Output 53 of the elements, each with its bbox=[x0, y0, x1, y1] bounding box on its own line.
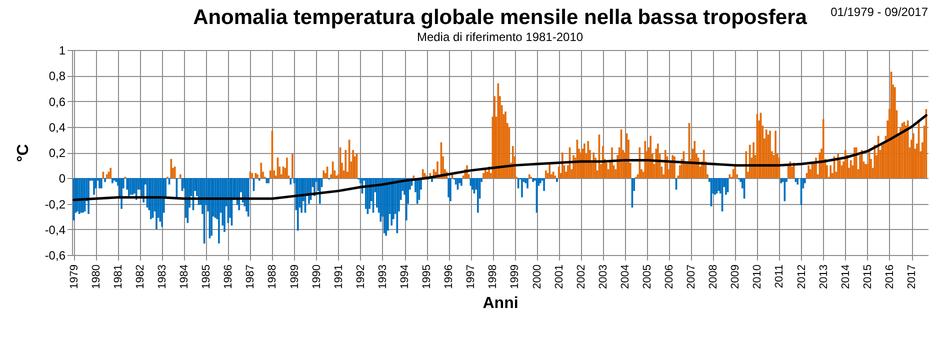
x-tick-label: 1995 bbox=[421, 264, 434, 289]
x-tick-label: 2015 bbox=[862, 264, 874, 289]
x-tick-label: 2017 bbox=[906, 264, 918, 289]
x-tick-label: 2005 bbox=[642, 264, 654, 289]
x-tick-label: 1999 bbox=[509, 264, 522, 289]
x-tick-label: 2012 bbox=[796, 264, 808, 289]
text: 01/1979 - 09/2017 bbox=[830, 5, 928, 19]
y-tick-label: 0,4 bbox=[48, 120, 66, 134]
chart-subtitle: Media di riferimento 1981-2010 bbox=[416, 30, 584, 44]
x-tick-label: 1988 bbox=[266, 264, 279, 289]
x-tick-label: 2003 bbox=[597, 264, 610, 289]
x-tick-label: 1991 bbox=[332, 264, 345, 289]
x-tick-label: 2010 bbox=[752, 264, 764, 289]
x-tick-label: 1980 bbox=[90, 264, 102, 289]
x-tick-label: 1992 bbox=[354, 264, 367, 289]
x-tick-label: 1984 bbox=[178, 264, 191, 289]
x-tick-label: 2006 bbox=[664, 264, 676, 289]
x-tick-label: 2000 bbox=[531, 264, 544, 289]
y-tick-label: -0,2 bbox=[44, 197, 66, 212]
x-tick-label: 1983 bbox=[156, 264, 169, 289]
x-tick-label: 1979 bbox=[68, 264, 80, 289]
chart-title: Anomalia temperatura globale mensile nella bassa troposfera bbox=[193, 6, 808, 29]
x-tick-label: 2002 bbox=[575, 264, 588, 289]
x-tick-label: 2016 bbox=[884, 264, 896, 289]
y-tick-label: 0,8 bbox=[48, 69, 66, 84]
x-tick-label: 1994 bbox=[399, 264, 412, 289]
x-tick-label: 1982 bbox=[134, 264, 147, 289]
x-tick-label: 1996 bbox=[443, 264, 456, 289]
x-tick-label: 2001 bbox=[553, 264, 566, 289]
x-tick-label: 2011 bbox=[774, 264, 786, 288]
y-tick-label: -0,4 bbox=[44, 222, 66, 237]
x-tick-label: 1989 bbox=[288, 264, 301, 289]
x-tick-label: 2014 bbox=[840, 264, 852, 289]
y-tick-label: 0 bbox=[58, 172, 66, 186]
y-tick-label: 1 bbox=[58, 44, 66, 58]
x-tick-label: 2009 bbox=[730, 264, 742, 289]
x-tick-label: 1998 bbox=[487, 264, 500, 289]
x-tick-label: 2007 bbox=[686, 264, 698, 289]
x-axis-title: Anni bbox=[482, 294, 518, 312]
x-tick-label: 1985 bbox=[200, 264, 213, 289]
x-tick-label: 2004 bbox=[619, 264, 632, 289]
x-tick-label: 1981 bbox=[112, 264, 124, 289]
y-tick-label: 0,2 bbox=[48, 146, 66, 160]
y-tick-label: 0,6 bbox=[48, 94, 66, 109]
x-tick-label: 1993 bbox=[377, 264, 389, 289]
y-axis-title: °C bbox=[14, 144, 32, 162]
x-tick-label: 1986 bbox=[222, 264, 235, 289]
x-tick-label: 1997 bbox=[465, 264, 478, 289]
x-tick-label: 2008 bbox=[708, 264, 720, 289]
y-tick-label: -0,6 bbox=[44, 248, 66, 262]
x-tick-label: 2013 bbox=[818, 264, 830, 289]
x-tick-label: 1987 bbox=[244, 264, 257, 289]
x-tick-label: 1990 bbox=[310, 264, 323, 289]
